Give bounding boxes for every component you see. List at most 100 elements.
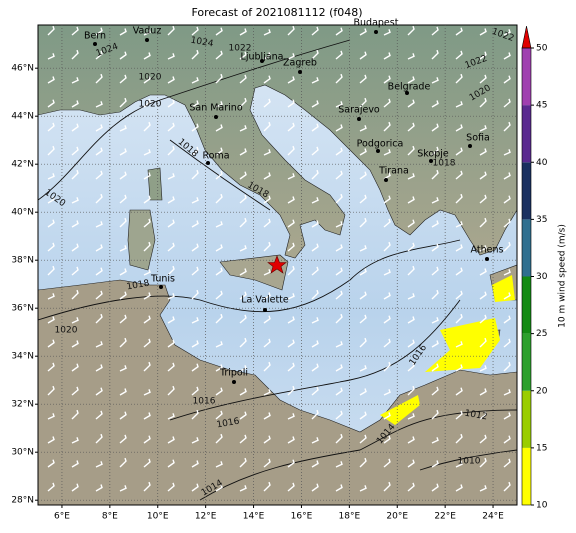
city-label: Ljubljana [241,52,284,63]
wind-barb [167,145,175,156]
corsica [147,167,163,201]
wind-barb [95,461,103,468]
wind-barb [431,146,439,156]
wind-barb [407,413,415,420]
wind-barb [383,98,391,108]
wind-barb [335,387,343,396]
wind-barb [431,197,439,204]
wind-barb [359,148,367,156]
wind-barb [359,125,367,132]
wind-barb [335,290,343,300]
wind-barb [287,413,295,420]
wind-barb [263,149,271,156]
wind-barb [359,74,367,84]
wind-barb [311,77,319,84]
wind-barb [287,436,295,444]
wind-barb [359,411,367,420]
wind-barb [287,459,295,468]
wind-barb [191,100,199,108]
sardinia [127,209,156,271]
wind-barb [431,483,439,492]
colorbar-segment [522,162,531,220]
wind-barb [143,98,151,108]
wind-barb [95,267,103,276]
wind-barb [263,195,271,204]
wind-barb [287,76,295,84]
wind-barb [263,412,271,420]
wind-barb [71,243,79,252]
wind-barb [407,436,415,444]
wind-barb [479,388,487,396]
wind-barb [71,437,79,444]
wind-barb [287,196,295,204]
wind-barb [383,315,391,324]
wind-barb [407,145,415,156]
wind-barb [143,361,151,372]
wind-barb [503,269,511,276]
lat-tick-label: 36°N [11,304,34,314]
wind-barb [383,435,391,444]
wind-barb [47,436,55,444]
wind-barb [119,268,127,276]
wind-barb [263,315,271,324]
colorbar-tick-label: 30 [536,272,548,282]
wind-barb [287,219,295,228]
wind-barb [455,27,463,36]
wind-barb [503,98,511,108]
wind-barb [47,25,55,36]
wind-barb [167,316,175,324]
wind-barb [311,220,319,228]
wind-barb [503,435,511,444]
wind-barb [191,243,199,252]
wind-barb [335,484,343,492]
wind-barb [407,76,415,84]
wind-barb [191,437,199,444]
wind-barb [383,195,391,204]
lon-tick-label: 20°E [386,512,408,522]
wind-barb [311,266,319,276]
wind-barb [407,265,415,276]
city-label: Tripoli [219,368,248,379]
wind-barb [239,388,247,396]
wind-barb [287,482,295,492]
wind-barb [263,481,271,492]
wind-barb [359,314,367,324]
wind-barb [143,218,151,228]
wind-barb [455,387,463,396]
wind-barb [383,389,391,396]
wind-barb [239,291,247,300]
wind-barb [431,220,439,228]
isobar [169,299,461,421]
wind-barb [335,50,343,60]
wind-barb [95,387,103,396]
wind-barb [455,101,463,108]
wind-barb [71,77,79,84]
wind-barb [119,457,127,468]
wind-barb [47,76,55,84]
wind-barb [215,364,223,372]
wind-barb [47,53,55,60]
wind-barb [335,147,343,156]
wind-barb [191,340,199,348]
city-label: Tirana [378,166,409,177]
wind-barb [215,147,223,156]
wind-barb [455,221,463,228]
wind-barb [503,218,511,228]
wind-barb [119,28,127,36]
wind-barb [263,435,271,444]
wind-barb [71,340,79,348]
wind-barb [95,221,103,228]
wind-barb [47,219,55,228]
wind-barb [359,365,367,372]
colorbar-tick-label: 25 [536,329,547,339]
wind-barb [479,337,487,348]
wind-barb [71,317,79,324]
wind-barb [383,52,391,60]
lon-tick-label: 24°E [482,512,504,522]
wind-barb [359,194,367,204]
wind-barb [143,458,151,468]
wind-barb [455,124,463,132]
wind-barb [311,460,319,468]
wind-barb [359,268,367,276]
wind-barb [407,293,415,300]
